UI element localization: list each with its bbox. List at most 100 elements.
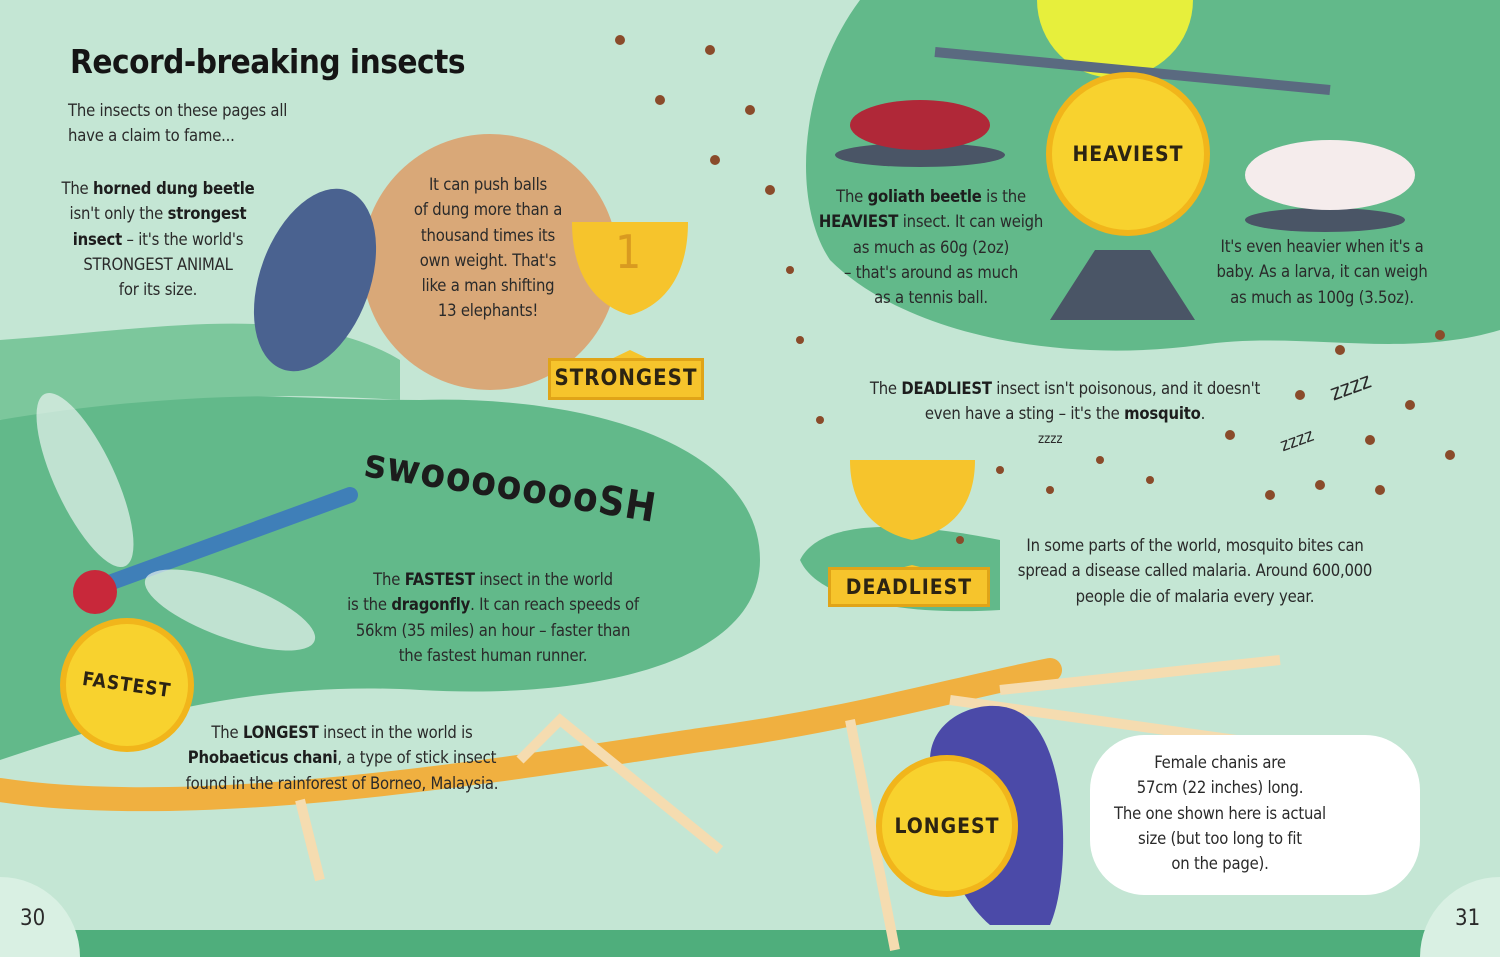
text-line: It can push balls [388,172,588,197]
deadliest-label: DEADLIEST [828,567,990,607]
larva [1245,140,1415,210]
bold-text: strongest [167,204,247,224]
text-segment: insect in the world [474,570,613,589]
text-segment: insect isn't poisonous, and it doesn't [991,379,1261,398]
bold-text: FASTEST [404,570,475,589]
text-segment: The one shown here is actual [1114,803,1326,823]
text-line: The horned dung beetle [58,176,258,201]
text-line: It's even heavier when it's a [1172,234,1472,259]
intro-text: The insects on these pages all have a cla… [68,98,287,149]
bold-text: insect [72,229,122,249]
text-line: Phobaeticus chani, a type of stick insec… [167,745,517,770]
mosquito-swarm [615,35,1455,544]
text-segment: even have a sting – it's the [924,404,1125,424]
text-segment: of dung more than a [413,200,563,220]
text-line: have a claim to fame... [68,123,287,148]
text-segment: The [373,570,405,589]
dung-beetle [253,188,377,372]
text-segment: It can push balls [428,175,548,194]
dragonfly-body [82,487,358,598]
text-line: of dung more than a [388,197,588,222]
text-line: STRONGEST ANIMAL [58,252,258,277]
text-line: like a man shifting [388,273,588,298]
scale-base [1050,250,1195,320]
deadliest-intro-text: The DEADLIEST insect isn't poisonous, an… [815,376,1315,427]
strongest-label: STRONGEST [548,358,704,400]
bold-text: mosquito [1124,404,1201,424]
longest-medal: LONGEST [876,755,1018,897]
text-segment: found in the rainforest of Borneo, Malay… [185,773,499,793]
text-segment: thousand times its [420,225,556,245]
text-segment: insect in the world is [318,723,473,742]
text-line: The goliath beetle is the [781,184,1081,209]
scale-beam [934,47,1331,95]
text-segment: In some parts of the world, mosquito bit… [1026,536,1364,555]
page-number-right: 31 [1455,906,1481,931]
malaria-text: In some parts of the world, mosquito bit… [995,533,1395,609]
text-segment: the fastest human runner. [398,645,588,665]
bold-text: dragonfly [391,595,471,615]
stick-insect-body [0,658,1062,812]
text-line: size (but too long to fit [1090,826,1350,851]
text-line: The insects on these pages all [68,98,287,123]
text-line: Female chanis are [1090,750,1350,775]
fastest-medal: FASTEST [60,618,194,752]
goliath-beetle-text: The goliath beetle is the HEAVIEST insect… [781,184,1081,310]
text-line: as much as 100g (3.5oz). [1172,285,1472,310]
page-number-left: 30 [20,906,46,931]
text-line: as much as 60g (2oz) [781,235,1081,260]
text-segment: size (but too long to fit [1138,828,1302,848]
text-line: people die of malaria every year. [995,584,1395,609]
text-segment: spread a disease called malaria. Around … [1017,561,1373,581]
text-segment: STRONGEST ANIMAL [83,254,233,274]
fastest-text: The FASTEST insect in the world is the dr… [318,567,668,668]
scale-pan-left [835,143,1005,167]
text-line: the fastest human runner. [318,643,668,668]
text-line: spread a disease called malaria. Around … [995,558,1395,583]
text-line: 13 elephants! [388,298,588,323]
text-line: 56km (35 miles) an hour – faster than [318,618,668,643]
dragonfly-wing [144,569,316,651]
bold-text: LONGEST [242,723,319,742]
text-segment: people die of malaria every year. [1075,586,1315,606]
text-line: The one shown here is actual [1090,801,1350,826]
text-segment: as much as 60g (2oz) [852,237,1010,257]
text-segment: have a claim to fame... [68,126,235,146]
bold-text: Phobaeticus chani [187,748,338,768]
text-segment: 57cm (22 inches) long. [1136,778,1304,798]
fastest-label: FASTEST [81,667,173,703]
text-line: isn't only the strongest [58,201,258,226]
bold-text: HEAVIEST [818,212,899,232]
text-segment: , a type of stick insect [337,748,497,768]
page-title: Record-breaking insects [70,42,466,81]
text-segment: The [211,723,243,742]
text-segment: The [836,187,868,206]
text-line: thousand times its [388,223,588,248]
snore-text: zzzz [1038,432,1063,447]
strongest-trophy [572,222,688,362]
text-segment: It's even heavier when it's a [1220,237,1424,256]
text-line: on the page). [1090,851,1350,876]
larva-text: It's even heavier when it's a baby. As a … [1172,234,1472,310]
text-line: The FASTEST insect in the world [318,567,668,592]
text-segment: as a tennis ball. [874,288,988,308]
page-corner-left [0,877,80,957]
heaviest-rosette: HEAVIEST [1046,72,1210,236]
text-line: 57cm (22 inches) long. [1090,775,1350,800]
text-line: is the dragonfly. It can reach speeds of [318,592,668,617]
bold-text: DEADLIEST [901,379,992,398]
longest-text: The LONGEST insect in the world is Phobae… [167,720,517,796]
scale-pan-right [1245,208,1405,232]
text-line: found in the rainforest of Borneo, Malay… [167,771,517,796]
speech-bubble [1090,735,1420,895]
text-line: own weight. That's [388,248,588,273]
text-line: – that's around as much [781,260,1081,285]
heaviest-label: HEAVIEST [1072,142,1184,166]
deadliest-trophy [850,460,975,572]
text-segment: for its size. [118,280,198,300]
text-segment: Female chanis are [1154,753,1286,772]
dung-ball [362,134,618,390]
text-line: insect – it's the world's [58,227,258,252]
longest-label: LONGEST [894,814,1000,838]
goliath-beetle [850,100,990,150]
